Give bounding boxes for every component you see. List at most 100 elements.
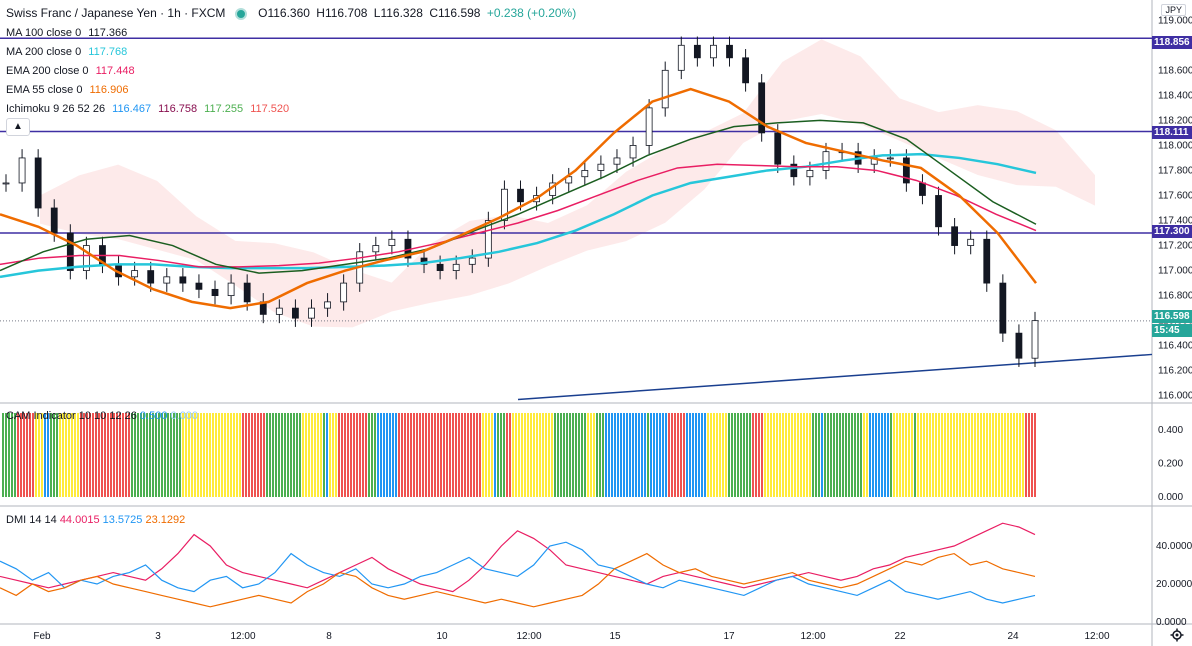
cam-bar <box>365 413 367 497</box>
cam-bar <box>503 413 505 497</box>
cam-bar <box>1001 413 1003 497</box>
ema55-label: EMA 55 close 0 <box>6 84 83 96</box>
cam-bar <box>734 413 736 497</box>
cam-bar <box>257 413 259 497</box>
cam-bar <box>1007 413 1009 497</box>
ma100-line <box>0 119 1037 274</box>
candle <box>613 149 621 173</box>
cam-bar <box>800 413 802 497</box>
cam-bar <box>533 413 535 497</box>
candle <box>484 211 492 267</box>
legend-ma100[interactable]: MA 100 close 0 117.366 <box>6 26 131 40</box>
cam-bar <box>176 413 178 497</box>
cam-bar <box>359 413 361 497</box>
cam-bar <box>407 413 409 497</box>
cam-bar <box>968 413 970 497</box>
cam-bar <box>602 413 604 497</box>
cam-bar <box>242 413 244 497</box>
cam-bar <box>119 413 121 497</box>
candle <box>581 161 589 186</box>
cam-bar <box>773 413 775 497</box>
cam-bar <box>923 413 925 497</box>
cam-bar <box>977 413 979 497</box>
price-tick-label: 117.400 <box>1158 216 1192 227</box>
cam-bar <box>110 413 112 497</box>
cam-bar <box>1016 413 1018 497</box>
cam-bar <box>32 413 34 497</box>
cam-bar <box>740 413 742 497</box>
legend-ema55[interactable]: EMA 55 close 0 116.906 <box>6 83 132 97</box>
currency-unit-label[interactable]: JPY <box>1161 4 1186 16</box>
cam-bar <box>794 413 796 497</box>
cam-bar <box>956 413 958 497</box>
cam-bar <box>755 413 757 497</box>
candle <box>308 299 315 327</box>
cam-bar <box>806 413 808 497</box>
cam-bar <box>1022 413 1024 497</box>
cam-bar <box>890 413 892 497</box>
cam-bar <box>185 413 187 497</box>
cam-bar <box>1025 413 1027 497</box>
cam-legend[interactable]: CAM Indicator 10 10 12 26 0.500 0.000 <box>6 410 198 422</box>
price-tick-label: 116.200 <box>1158 366 1192 377</box>
gear-icon[interactable] <box>1170 628 1184 642</box>
legend-ma200[interactable]: MA 200 close 0 117.768 <box>6 45 131 59</box>
change-value: +0.238 (+0.20%) <box>486 6 577 20</box>
cam-bar <box>167 413 169 497</box>
cam-bar <box>425 413 427 497</box>
cam-bar <box>866 413 868 497</box>
cam-bar <box>308 413 310 497</box>
cam-bar <box>818 413 820 497</box>
cam-bar <box>545 413 547 497</box>
candle <box>66 224 74 280</box>
cam-bar <box>824 413 826 497</box>
cam-bar <box>392 413 394 497</box>
time-tick-label: 17 <box>723 631 735 642</box>
cam-bar <box>410 413 412 497</box>
candle <box>195 274 203 299</box>
candle <box>790 155 798 186</box>
cam-bar <box>473 413 475 497</box>
cam-bar <box>20 413 22 497</box>
level-tag-2: 118.111 <box>1152 126 1192 139</box>
dmi-value-3: 23.1292 <box>145 514 186 526</box>
cam-bar <box>809 413 811 497</box>
cam-bar <box>1028 413 1030 497</box>
cam-bar <box>455 413 457 497</box>
cam-bar <box>422 413 424 497</box>
legend-ichimoku[interactable]: Ichimoku 9 26 52 26 116.467 116.758 117.… <box>6 102 293 116</box>
cam-bar <box>578 413 580 497</box>
cam-bar <box>146 413 148 497</box>
cam-bar <box>275 413 277 497</box>
cam-bar <box>65 413 67 497</box>
symbol-title[interactable]: Swiss Franc / Japanese Yen · 1h · FXCM <box>6 6 226 20</box>
cam-bar <box>851 413 853 497</box>
cam-bar <box>326 413 328 497</box>
cam-bar <box>1010 413 1012 497</box>
cam-bar <box>953 413 955 497</box>
candle <box>951 218 959 255</box>
collapse-legend-button[interactable]: ▲ <box>6 118 30 136</box>
dmi-legend[interactable]: DMI 14 14 44.0015 13.5725 23.1292 <box>6 514 185 526</box>
ma100-label: MA 100 close 0 <box>6 27 82 39</box>
cam-bar <box>500 413 502 497</box>
ichimoku-value-2: 116.758 <box>158 103 198 115</box>
cam-bar <box>320 413 322 497</box>
cam-bar <box>131 413 133 497</box>
cam-bar <box>815 413 817 497</box>
cam-bar <box>341 413 343 497</box>
cam-bar <box>278 413 280 497</box>
cam-bar <box>668 413 670 497</box>
cam-bar <box>152 413 154 497</box>
price-tick-label: 117.800 <box>1158 165 1192 176</box>
legend-ema200[interactable]: EMA 200 close 0 117.448 <box>6 64 139 78</box>
cam-bar <box>446 413 448 497</box>
cam-bar <box>188 413 190 497</box>
candle <box>677 36 685 80</box>
dmi-plus-line <box>0 541 1036 604</box>
cam-bar <box>644 413 646 497</box>
cam-bar <box>707 413 709 497</box>
cam-bar <box>608 413 610 497</box>
cam-bar <box>197 413 199 497</box>
